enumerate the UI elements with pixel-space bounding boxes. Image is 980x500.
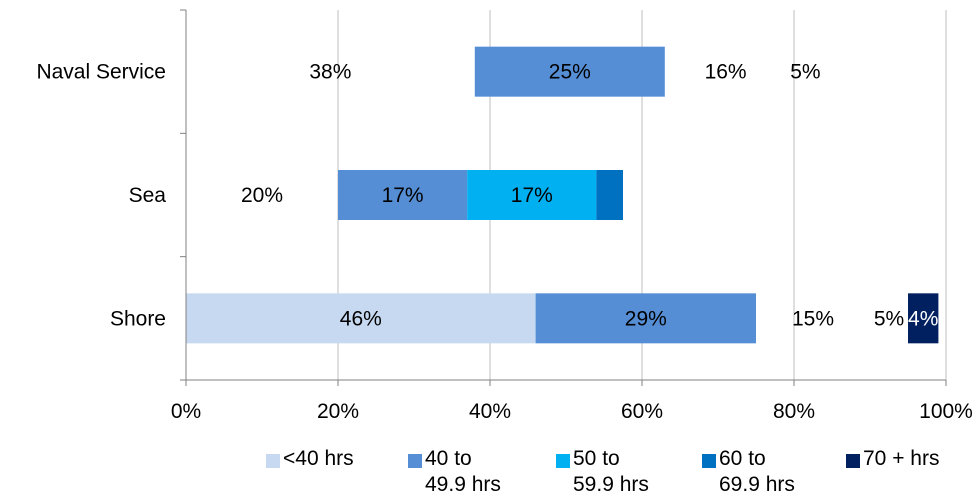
x-tick-label: 80% — [773, 400, 815, 423]
data-label: 17% — [382, 184, 424, 207]
bar-segment — [535, 293, 756, 344]
legend-label: 50 to 59.9 hrs — [573, 447, 649, 496]
legend-swatch — [556, 454, 570, 468]
data-label: 46% — [340, 307, 382, 330]
legend-label: 70 + hrs — [863, 447, 940, 470]
x-tick-label: 60% — [621, 400, 663, 423]
data-label: 17% — [511, 184, 553, 207]
legend-swatch — [266, 454, 280, 468]
legend-swatch — [408, 454, 422, 468]
data-label: 20% — [241, 184, 283, 207]
axes: 0% 20% 40% 60% 80% 100% Naval Service Sea Shore — [36, 9, 973, 423]
legend-swatch — [846, 454, 860, 468]
legend: <40 hrs 40 to 49.9 hrs 50 to 59.9 hrs 60 t… — [266, 446, 980, 500]
data-label: 5% — [790, 61, 820, 84]
bars — [186, 46, 939, 344]
bar-segment — [186, 293, 536, 344]
bar-segment — [596, 170, 623, 220]
bar-segment — [474, 46, 665, 97]
data-label: 16% — [705, 61, 747, 84]
legend-label: 60 to 69.9 hrs — [719, 447, 795, 496]
data-labels: 38% 25% 16% 5%20% 17% 17%46% 29% 15% 5% 4% — [241, 61, 938, 331]
bar-segment — [908, 293, 939, 344]
data-label: 38% — [309, 61, 351, 84]
data-label: 4% — [908, 307, 938, 330]
data-label: 29% — [625, 307, 667, 330]
legend-label: 40 to 49.9 hrs — [425, 447, 501, 496]
bar-segment — [338, 170, 468, 220]
y-category-label: Shore — [110, 307, 166, 330]
data-label: 5% — [874, 307, 904, 330]
bar-segment — [467, 170, 597, 220]
legend-label: <40 hrs — [283, 447, 354, 470]
x-tick-label: 40% — [469, 400, 511, 423]
stacked-bar-chart: 0% 20% 40% 60% 80% 100%Naval ServiceSeaShore … — [36, 9, 973, 423]
x-tick-label: 100% — [919, 400, 973, 423]
data-label: 25% — [549, 61, 591, 84]
y-category-label: Naval Service — [36, 61, 166, 84]
x-tick-label: 20% — [317, 400, 359, 423]
legend-swatch — [702, 454, 716, 468]
y-category-label: Sea — [129, 184, 167, 207]
x-tick-label: 0% — [171, 400, 201, 423]
data-label: 15% — [792, 307, 834, 330]
